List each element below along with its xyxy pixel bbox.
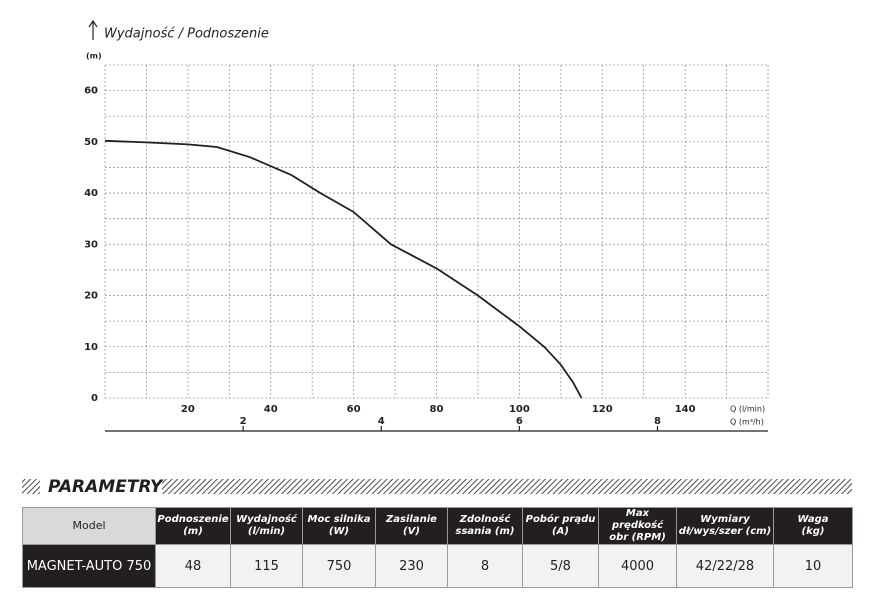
- x2-tick-label: 8: [654, 416, 661, 427]
- x-tick-label: 120: [592, 404, 613, 415]
- arrow-head: [88, 19, 98, 28]
- x-tick-label: 60: [347, 404, 361, 415]
- column-header: Model: [22, 507, 156, 545]
- y-unit: (m): [86, 52, 102, 61]
- chart-title: Wydajność / Podnoszenie: [104, 27, 269, 42]
- x-tick-label: 80: [430, 404, 444, 415]
- section-title: PARAMETRY: [48, 477, 164, 497]
- y-tick-label: 0: [91, 393, 98, 404]
- x2-tick-label: 2: [240, 416, 247, 427]
- table-cell: 115: [230, 544, 303, 588]
- column-header: Podnoszenie (m): [155, 507, 231, 545]
- table-cell: 48: [155, 544, 231, 588]
- column-header: Pobór prądu (A): [522, 507, 599, 545]
- x2-tick-label: 4: [378, 416, 385, 427]
- y-tick-label: 50: [84, 137, 98, 148]
- x-tick-label: 40: [264, 404, 278, 415]
- x-tick-label: 100: [509, 404, 530, 415]
- y-tick-label: 60: [84, 86, 98, 97]
- column-header: Waga (kg): [773, 507, 853, 545]
- x2-tick-label: 6: [516, 416, 523, 427]
- column-header: Zdolność ssania (m): [447, 507, 523, 545]
- table-cell: 750: [302, 544, 376, 588]
- y-tick-label: 10: [84, 342, 98, 353]
- y-tick-label: 40: [84, 188, 98, 199]
- data-row: MAGNET-AUTO 750 48 115 750 230 8 5/8 4000 42/22/…: [22, 544, 853, 588]
- column-header: Wydajność (l/min): [230, 507, 303, 545]
- x-tick-label: 140: [675, 404, 696, 415]
- table-cell: 10: [773, 544, 853, 588]
- y-tick-label: 30: [84, 239, 98, 250]
- column-header: Max prędkość obr (RPM): [598, 507, 677, 545]
- table-cell: 230: [375, 544, 448, 588]
- table-cell: 42/22/28: [676, 544, 774, 588]
- header-row: Model Podnoszenie (m) Wydajność (l/min) Moc…: [22, 507, 853, 545]
- x-tick-label: 20: [181, 404, 195, 415]
- y-tick-label: 20: [84, 291, 98, 302]
- pump-curve: [104, 139, 583, 399]
- column-header: Zasilanie (V): [375, 507, 448, 545]
- hatch-left: [22, 479, 40, 494]
- column-header: Moc silnika (W): [302, 507, 376, 545]
- x-axis-label: Q (l/min): [730, 405, 765, 414]
- table-cell: 5/8: [522, 544, 599, 588]
- column-header: Wymiary dł/wys/szer (cm): [676, 507, 774, 545]
- table-cell: 8: [447, 544, 523, 588]
- parameter-table: Model Podnoszenie (m) Wydajność (l/min) Moc…: [22, 507, 853, 588]
- hatch-right: [162, 479, 852, 494]
- x2-axis-label: Q (m³/h): [730, 418, 764, 427]
- table-cell: MAGNET-AUTO 750: [22, 544, 156, 588]
- table-cell: 4000: [598, 544, 677, 588]
